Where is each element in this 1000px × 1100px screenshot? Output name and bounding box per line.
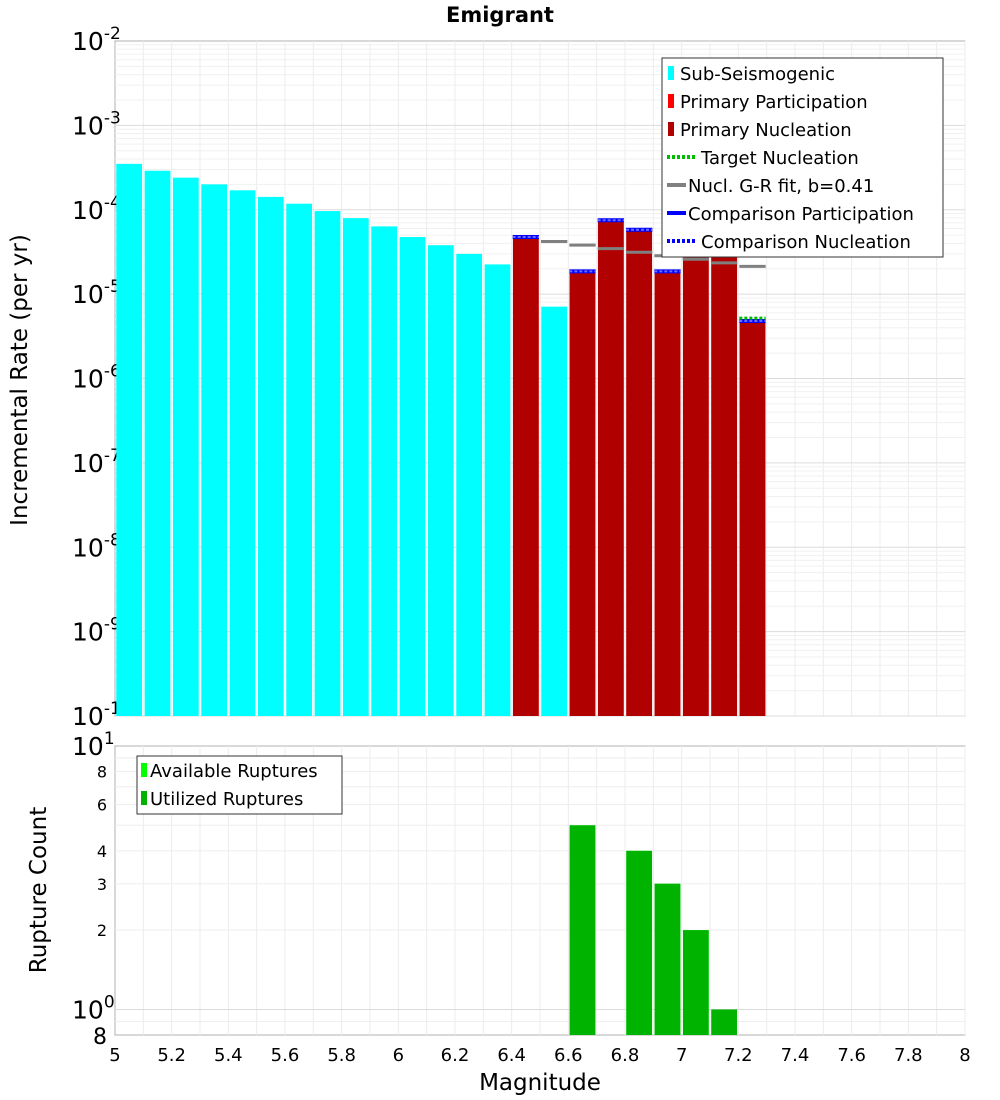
count-y-tick-label: 3 (97, 875, 107, 894)
sub-seismogenic-bar (399, 237, 426, 716)
chart-title: Emigrant (446, 3, 554, 27)
rate-y-tick-label: 10-5 (72, 277, 121, 309)
legend-swatch-utilized-ruptures (141, 791, 147, 805)
sub-seismogenic-bar (371, 226, 398, 716)
x-tick-label: 7 (676, 1045, 687, 1066)
sub-seismogenic-bar (314, 211, 341, 716)
count-bars (569, 825, 738, 1035)
rate-gridlines (115, 41, 966, 717)
rate-y-tick-label: 10-4 (72, 193, 121, 225)
sub-seismogenic-bar (201, 184, 228, 717)
x-tick-label: 6.2 (441, 1045, 470, 1066)
legend-label-comparison-nucleation: Comparison Nucleation (701, 232, 911, 253)
x-tick-label: 6 (393, 1045, 404, 1066)
primary-nucleation-bar (654, 271, 681, 716)
x-tick-label: 6.8 (611, 1045, 640, 1066)
primary-nucleation-bar (682, 242, 709, 717)
sub-seismogenic-bar (116, 163, 143, 717)
rate-y-tick-label: 10-7 (72, 446, 121, 478)
x-tick-label: 7.4 (781, 1045, 810, 1066)
primary-nucleation-bar (711, 249, 738, 716)
rate-y-tick-label: 10-6 (72, 362, 121, 394)
primary-nucleation-bar (739, 321, 766, 716)
magnitude-x-ticks: 5 5.2 5.4 5.6 5.8 6 6.2 6.4 6.6 6.8 7 7.2 7.4 7.6 7.8 8 (109, 1045, 970, 1066)
x-tick-label: 5.8 (327, 1045, 356, 1066)
legend-label-primary-nucleation: Primary Nucleation (680, 120, 852, 141)
legend-label-gr-fit: Nucl. G-R fit, b=0.41 (688, 176, 874, 197)
count-legend-box (136, 755, 343, 815)
x-tick-label: 5.4 (214, 1045, 243, 1066)
count-y-bottom-label: 8 (93, 1025, 107, 1050)
x-tick-label: 7.8 (894, 1045, 923, 1066)
legend-swatch-primary-nucleation (668, 122, 674, 136)
x-tick-label: 5 (109, 1045, 120, 1066)
sub-seismogenic-bar (144, 170, 171, 716)
count-y-tick-label: 4 (97, 842, 107, 861)
rate-legend-box (661, 57, 944, 258)
legend-label-sub-seismogenic: Sub-Seismogenic (680, 64, 835, 85)
legend-label-comparison-participation: Comparison Participation (688, 204, 914, 225)
primary-nucleation-bar (569, 271, 596, 716)
legend-label-available-ruptures: Available Ruptures (150, 761, 318, 782)
rate-y-tick-label: 10-8 (72, 530, 121, 562)
count-y-major-label: 100 (72, 992, 115, 1024)
x-tick-label: 5.2 (157, 1045, 186, 1066)
count-y-axis-label: Rupture Count (26, 807, 52, 973)
utilized-ruptures-bar (682, 930, 709, 1035)
legend-swatch-sub-seismogenic (668, 66, 674, 80)
legend-swatch-available-ruptures (141, 763, 147, 777)
sub-seismogenic-bar (427, 245, 454, 717)
rate-legend: Sub-Seismogenic Primary Participation Pr… (661, 57, 944, 258)
sub-seismogenic-bar (342, 218, 369, 716)
utilized-ruptures-bar (654, 883, 681, 1035)
primary-nucleation-bar (626, 229, 653, 717)
utilized-ruptures-bar (711, 1009, 738, 1035)
rate-bars (116, 163, 766, 717)
rate-y-tick-label: 10-9 (72, 615, 121, 647)
sub-seismogenic-bar (541, 306, 568, 716)
sub-seismogenic-bar (286, 203, 313, 717)
utilized-ruptures-bar (569, 825, 596, 1035)
count-y-tick-label: 6 (97, 795, 107, 814)
rate-y-axis-label: Incremental Rate (per yr) (7, 234, 33, 526)
sub-seismogenic-bar (172, 177, 199, 716)
x-tick-label: 5.6 (271, 1045, 300, 1066)
count-y-tick-label: 2 (97, 921, 107, 940)
sub-seismogenic-bar (229, 190, 256, 716)
primary-nucleation-bar (512, 237, 539, 716)
primary-nucleation-bar (597, 220, 624, 717)
x-tick-label: 6.6 (554, 1045, 583, 1066)
x-tick-label: 6.4 (497, 1045, 526, 1066)
count-y-tick-label: 8 (97, 763, 107, 782)
legend-label-target-nucleation: Target Nucleation (700, 148, 859, 169)
legend-label-primary-participation: Primary Participation (680, 92, 868, 113)
count-legend: Available Ruptures Utilized Ruptures (136, 755, 343, 815)
utilized-ruptures-bar (626, 850, 653, 1035)
sub-seismogenic-bar (456, 253, 483, 716)
x-tick-label: 7.2 (724, 1045, 753, 1066)
x-tick-label: 8 (959, 1045, 970, 1066)
legend-swatch-primary-participation (668, 94, 674, 108)
rate-y-tick-label: 10-2 (72, 24, 121, 56)
x-tick-label: 7.6 (837, 1045, 866, 1066)
rate-y-tick-label: 10-3 (72, 108, 121, 140)
count-y-major-label: 101 (72, 729, 115, 761)
sub-seismogenic-bar (484, 264, 511, 716)
legend-label-utilized-ruptures: Utilized Ruptures (150, 789, 303, 810)
x-axis-label: Magnitude (479, 1070, 601, 1096)
sub-seismogenic-bar (257, 196, 284, 717)
